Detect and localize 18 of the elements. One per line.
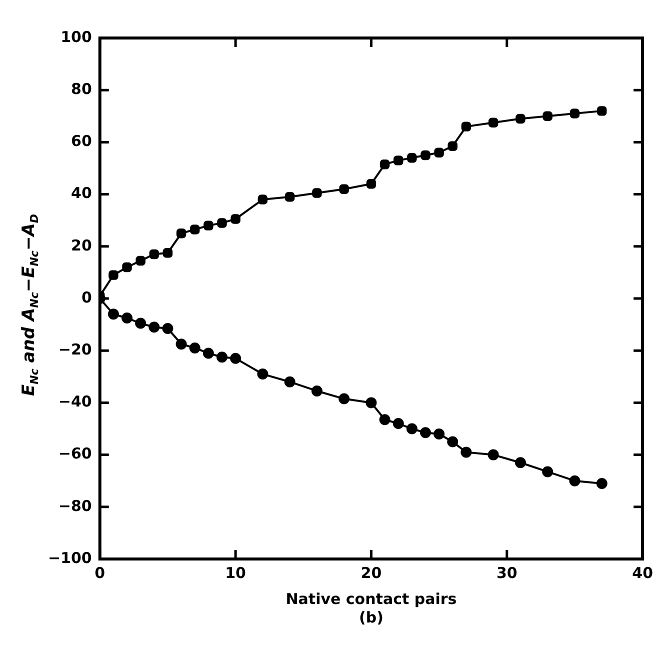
y-tick-label: −20 [58, 340, 92, 358]
y-tick-label: −60 [58, 444, 92, 463]
y-tick-label: 40 [71, 184, 92, 202]
y-tick-label: 0 [81, 288, 92, 306]
x-tick-label: 40 [632, 564, 653, 582]
x-tick-label: 30 [496, 564, 518, 582]
text: (b) [358, 608, 384, 626]
x-tick-label: 20 [360, 564, 382, 582]
y-tick-label: −80 [58, 496, 92, 515]
x-axis-title: Native contact pairs [286, 590, 457, 608]
y-tick-label: −100 [48, 548, 92, 567]
y-tick-label: 20 [71, 236, 92, 254]
y-tick-label: −40 [58, 392, 92, 411]
y-tick-label: 100 [60, 28, 92, 46]
x-tick-label: 0 [94, 564, 106, 582]
x-tick-label: 10 [225, 564, 246, 582]
y-tick-label: 60 [71, 132, 92, 150]
y-tick-label: 80 [71, 80, 92, 98]
